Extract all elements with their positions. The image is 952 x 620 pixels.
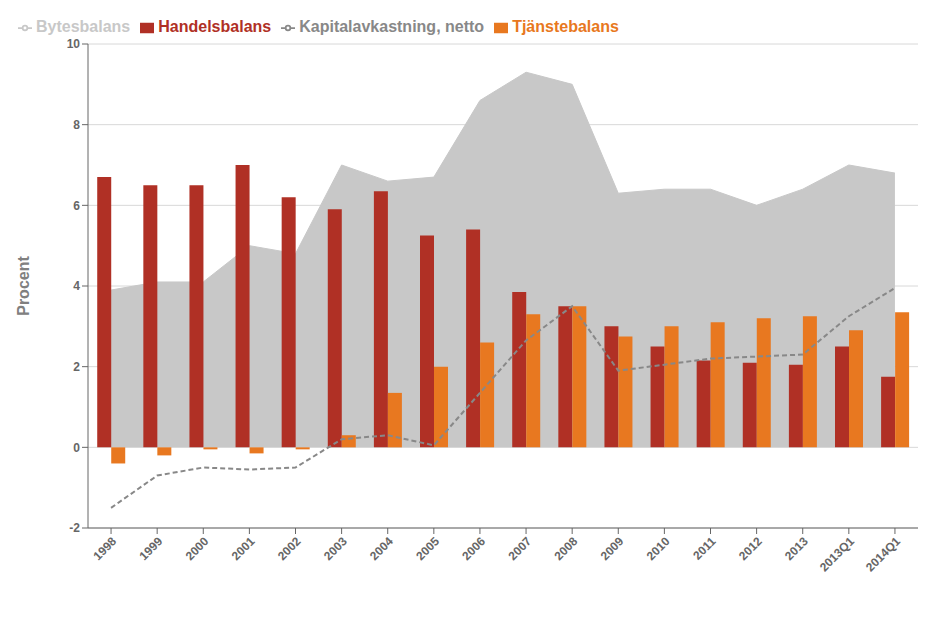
svg-text:2003: 2003 [321,534,350,563]
svg-text:1998: 1998 [90,534,119,563]
svg-text:8: 8 [73,118,80,132]
html-text:Tjänstebalans: Tjänstebalans [512,18,619,35]
svg-text:2007: 2007 [505,534,534,563]
svg-text:4: 4 [73,279,80,293]
svg-text:Procent: Procent [15,256,32,316]
svg-text:1999: 1999 [137,534,166,563]
svg-text:2006: 2006 [459,534,488,563]
html-text:Kapitalavkastning, netto: Kapitalavkastning, netto [299,18,485,35]
svg-text:2010: 2010 [644,534,673,563]
svg-text:2011: 2011 [690,534,719,563]
svg-text:-2: -2 [69,521,80,535]
svg-text:2012: 2012 [736,534,765,563]
svg-text:2004: 2004 [367,534,396,563]
svg-text:2013: 2013 [782,534,811,563]
svg-text:2013Q1: 2013Q1 [817,534,857,574]
html-text:Bytesbalans: Bytesbalans [36,18,131,35]
svg-text:10: 10 [67,37,81,51]
svg-text:6: 6 [73,199,80,213]
svg-text:2: 2 [73,360,80,374]
svg-text:2002: 2002 [275,534,304,563]
html-text:Handelsbalans: Handelsbalans [158,18,272,35]
svg-text:2008: 2008 [552,534,581,563]
svg-text:2005: 2005 [413,534,442,563]
svg-text:2001: 2001 [229,534,258,563]
svg-text:2014Q1: 2014Q1 [863,534,903,574]
svg-text:2009: 2009 [598,534,627,563]
svg-text:0: 0 [73,441,80,455]
svg-text:2000: 2000 [183,534,212,563]
